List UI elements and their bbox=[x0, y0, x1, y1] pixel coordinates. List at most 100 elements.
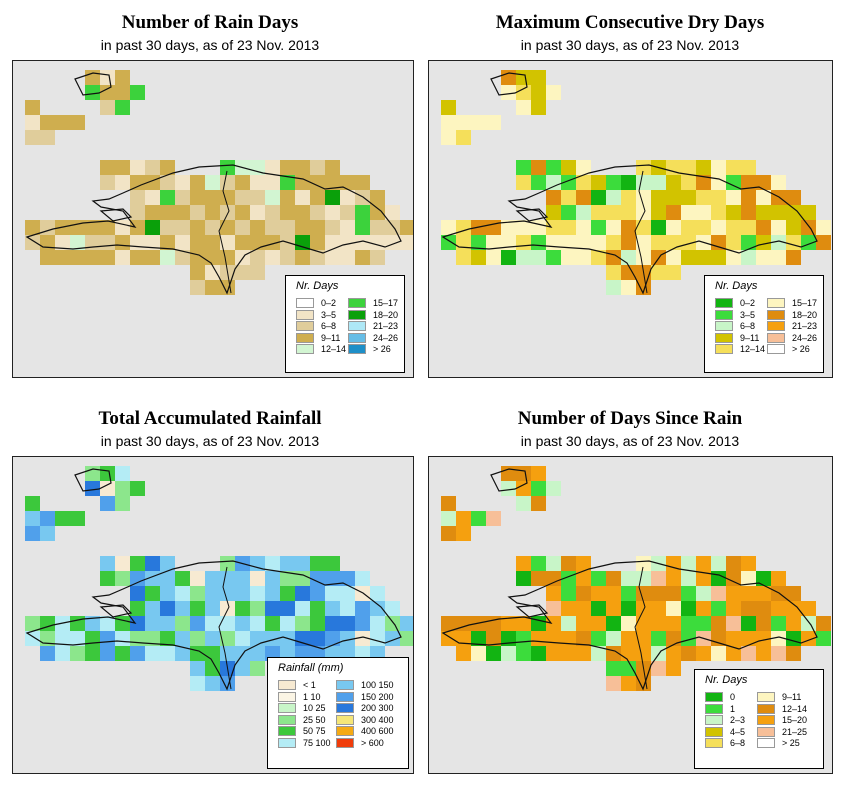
grid-cell bbox=[666, 646, 681, 661]
grid-cell bbox=[606, 175, 621, 190]
grid-cell bbox=[546, 481, 561, 496]
grid-cell bbox=[546, 250, 561, 265]
grid-cell bbox=[400, 631, 413, 646]
legend-label: 6–8 bbox=[321, 321, 337, 331]
grid-cell bbox=[681, 556, 696, 571]
grid-cell bbox=[771, 235, 786, 250]
grid-cell bbox=[441, 115, 456, 130]
grid-cell bbox=[561, 601, 576, 616]
country-border bbox=[218, 170, 232, 294]
map-frame: Nr. Days 0 1 2–3 4–5 6–8 9–11 12–14 15–20 21–25 >… bbox=[428, 456, 833, 774]
grid-cell bbox=[220, 175, 235, 190]
legend-label: 12–14 bbox=[740, 344, 766, 354]
grid-cell bbox=[145, 205, 160, 220]
grid-cell bbox=[220, 235, 235, 250]
grid-cell bbox=[370, 601, 385, 616]
grid-cell bbox=[250, 616, 265, 631]
grid-cell bbox=[681, 586, 696, 601]
grid-cell bbox=[621, 631, 636, 646]
grid-cell bbox=[771, 616, 786, 631]
legend-swatch bbox=[348, 332, 366, 343]
grid-cell bbox=[606, 235, 621, 250]
grid-cell bbox=[696, 205, 711, 220]
grid-cell bbox=[666, 175, 681, 190]
grid-cell bbox=[441, 130, 456, 145]
legend-label: 12–14 bbox=[782, 703, 808, 714]
grid-cell bbox=[546, 571, 561, 586]
grid-cell bbox=[621, 205, 636, 220]
panel-title: Maximum Consecutive Dry Days bbox=[495, 12, 765, 33]
grid-cell bbox=[355, 205, 370, 220]
grid-cell bbox=[235, 175, 250, 190]
grid-cell bbox=[70, 616, 85, 631]
grid-cell bbox=[471, 250, 486, 265]
coastline bbox=[25, 164, 402, 295]
grid-cell bbox=[741, 205, 756, 220]
grid-cell bbox=[160, 556, 175, 571]
grid-cell bbox=[741, 646, 756, 661]
grid-cell bbox=[561, 616, 576, 631]
grid-cell bbox=[531, 235, 546, 250]
grid-cell bbox=[250, 250, 265, 265]
grid-cell bbox=[280, 190, 295, 205]
panel-title: Number of Days Since Rain bbox=[517, 408, 743, 429]
grid-cell bbox=[370, 220, 385, 235]
grid-cell bbox=[681, 190, 696, 205]
grid-cell bbox=[516, 100, 531, 115]
grid-cell bbox=[220, 205, 235, 220]
grid-cell bbox=[786, 601, 801, 616]
grid-cell bbox=[711, 235, 726, 250]
grid-cell bbox=[651, 220, 666, 235]
legend-swatch bbox=[296, 344, 314, 354]
grid-cell bbox=[85, 250, 100, 265]
grid-cell bbox=[591, 250, 606, 265]
grid-cell bbox=[85, 220, 100, 235]
legend-label: 21–23 bbox=[792, 321, 818, 331]
grid-cell bbox=[70, 115, 85, 130]
grid-cell bbox=[606, 631, 621, 646]
coastline bbox=[490, 468, 528, 492]
legend-swatch bbox=[705, 726, 723, 737]
grid-cell bbox=[100, 631, 115, 646]
legend-label: 75 100 bbox=[303, 737, 331, 748]
panel-subtitle: in past 30 days, as of 23 Nov. 2013 bbox=[100, 433, 320, 449]
grid-cell bbox=[295, 250, 310, 265]
coastline bbox=[490, 72, 528, 96]
grid-cell bbox=[786, 220, 801, 235]
grid-cell bbox=[471, 235, 486, 250]
grid-cell bbox=[816, 616, 831, 631]
grid-cell bbox=[205, 250, 220, 265]
map-frame: Nr. Days 0–2 3–5 6–8 9–11 12–14 15–17 18–20 21–… bbox=[12, 60, 414, 378]
grid-cell bbox=[175, 220, 190, 235]
grid-cell bbox=[591, 631, 606, 646]
panel-title: Number of Rain Days bbox=[121, 12, 299, 33]
grid-cell bbox=[696, 616, 711, 631]
grid-cell bbox=[235, 265, 250, 280]
grid-cell bbox=[190, 631, 205, 646]
grid-cell bbox=[130, 235, 145, 250]
grid-cell bbox=[70, 235, 85, 250]
grid-cell bbox=[385, 616, 400, 631]
grid-cell bbox=[160, 205, 175, 220]
grid-cell bbox=[816, 220, 831, 235]
grid-cell bbox=[205, 235, 220, 250]
grid-cell bbox=[100, 496, 115, 511]
grid-cell bbox=[741, 160, 756, 175]
legend-swatch bbox=[705, 703, 723, 714]
legend-swatch bbox=[278, 714, 296, 725]
grid-cell bbox=[531, 466, 546, 481]
grid-cell bbox=[280, 571, 295, 586]
grid-cell bbox=[606, 265, 621, 280]
grid-cell bbox=[726, 190, 741, 205]
grid-cell bbox=[561, 205, 576, 220]
grid-cell bbox=[681, 175, 696, 190]
grid-cell bbox=[456, 235, 471, 250]
legend-swatch bbox=[715, 309, 733, 320]
legend-swatch bbox=[767, 321, 785, 331]
grid-cell bbox=[651, 616, 666, 631]
legend-swatch bbox=[348, 298, 366, 308]
grid-cell bbox=[771, 205, 786, 220]
grid-cell bbox=[606, 601, 621, 616]
grid-cell bbox=[771, 601, 786, 616]
grid-cell bbox=[666, 220, 681, 235]
